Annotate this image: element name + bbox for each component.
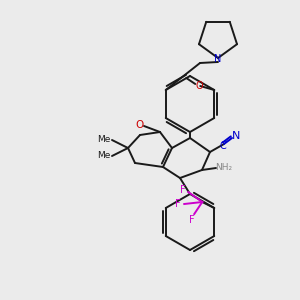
Text: N: N (232, 131, 240, 141)
Text: Me: Me (97, 136, 111, 145)
Text: F: F (180, 185, 186, 195)
Text: N: N (214, 54, 222, 64)
Text: Me: Me (97, 152, 111, 160)
Text: C: C (220, 141, 226, 151)
Text: F: F (189, 215, 195, 225)
Text: F: F (176, 199, 181, 209)
Text: O: O (195, 81, 203, 91)
Text: O: O (135, 120, 143, 130)
Text: NH₂: NH₂ (215, 164, 232, 172)
